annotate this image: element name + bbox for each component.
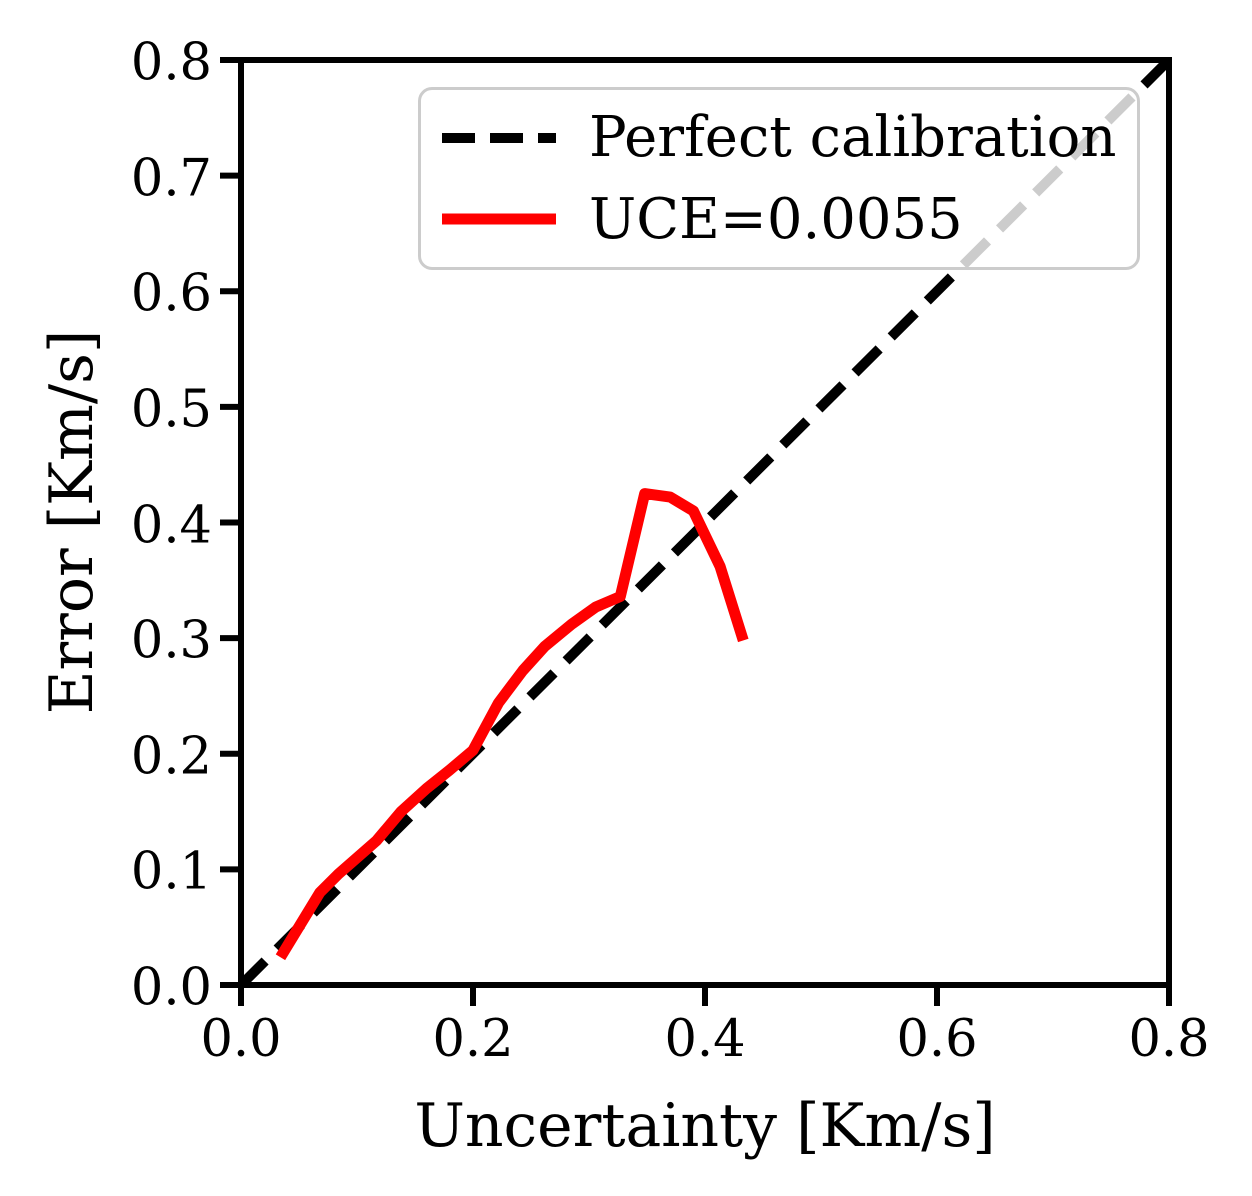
series-line xyxy=(275,488,749,961)
x-tick-label: 0.4 xyxy=(664,1010,746,1069)
legend-entry-uce: UCE=0.0055 xyxy=(440,186,1137,253)
y-tick-label: 0.8 xyxy=(130,33,212,93)
y-tick-label: 0.2 xyxy=(130,727,212,787)
x-axis-label: Uncertainty [Km/s] xyxy=(414,1091,996,1161)
x-tick-label: 0.8 xyxy=(1128,1010,1210,1069)
x-tick-label: 0.0 xyxy=(200,1010,282,1069)
dashed-line-sample-icon xyxy=(442,132,556,143)
axes-spines xyxy=(238,57,1172,988)
y-tick-label: 0.7 xyxy=(130,149,212,209)
legend-entry-perfect-calibration: Perfect calibration xyxy=(440,104,1137,171)
x-tick-label: 0.2 xyxy=(432,1010,514,1069)
y-tick-label: 0.3 xyxy=(130,611,212,671)
legend-label-uce: UCE=0.0055 xyxy=(589,186,963,252)
y-tick-label: 0.1 xyxy=(130,842,212,902)
y-tick-label: 0.4 xyxy=(130,496,212,555)
x-tick-label: 0.6 xyxy=(896,1010,978,1069)
solid-line-sample-icon xyxy=(442,213,556,225)
y-tick-label: 0.0 xyxy=(130,958,212,1018)
legend: Perfect calibration UCE=0.0055 xyxy=(418,87,1140,270)
y-tick-label: 0.6 xyxy=(130,264,212,324)
y-axis-label: Error [Km/s] xyxy=(37,329,107,715)
y-tick-label: 0.5 xyxy=(130,380,212,440)
legend-label-perfect-calibration: Perfect calibration xyxy=(589,105,1117,171)
